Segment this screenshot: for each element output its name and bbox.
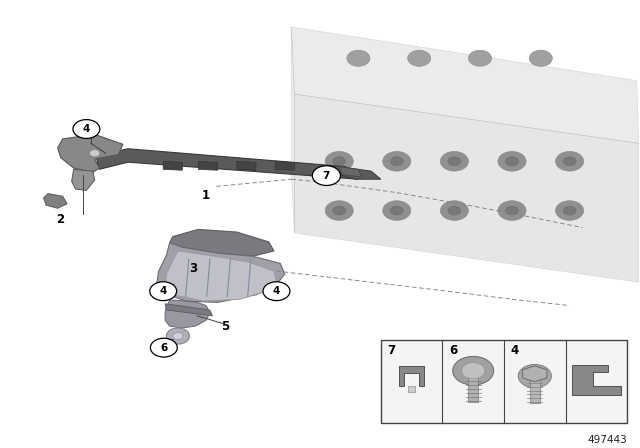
Polygon shape [165, 251, 276, 301]
Text: 1: 1 [202, 189, 210, 202]
Text: 5: 5 [221, 319, 229, 333]
Circle shape [390, 157, 403, 166]
Polygon shape [72, 169, 95, 190]
Circle shape [556, 201, 584, 220]
Circle shape [333, 206, 346, 215]
Circle shape [529, 50, 552, 66]
Polygon shape [165, 304, 212, 316]
Text: 7: 7 [387, 344, 396, 357]
Polygon shape [157, 243, 285, 302]
Polygon shape [237, 161, 256, 170]
Circle shape [440, 201, 468, 220]
Circle shape [563, 206, 576, 215]
Polygon shape [523, 366, 547, 382]
Circle shape [383, 201, 411, 220]
Polygon shape [198, 161, 218, 170]
Text: 4: 4 [273, 286, 280, 296]
Polygon shape [275, 161, 294, 170]
Polygon shape [530, 377, 540, 404]
Circle shape [150, 282, 177, 301]
Polygon shape [165, 300, 210, 328]
Text: 6: 6 [160, 343, 168, 353]
Circle shape [90, 150, 100, 157]
Polygon shape [468, 375, 478, 402]
Polygon shape [163, 161, 182, 170]
Circle shape [383, 151, 411, 171]
Polygon shape [170, 229, 274, 256]
Circle shape [448, 157, 461, 166]
Circle shape [461, 363, 484, 379]
Circle shape [150, 338, 177, 357]
Circle shape [166, 328, 189, 344]
Circle shape [556, 151, 584, 171]
Polygon shape [339, 167, 362, 177]
Circle shape [312, 166, 340, 185]
Polygon shape [572, 365, 621, 396]
Circle shape [498, 201, 526, 220]
Text: 3: 3 [189, 262, 197, 276]
Polygon shape [291, 27, 294, 233]
Circle shape [452, 357, 493, 385]
Polygon shape [291, 27, 639, 143]
Circle shape [498, 151, 526, 171]
Circle shape [518, 365, 552, 388]
Circle shape [506, 157, 518, 166]
Circle shape [408, 50, 431, 66]
Polygon shape [342, 167, 381, 179]
Circle shape [73, 120, 100, 138]
Text: 4: 4 [83, 124, 90, 134]
Circle shape [333, 157, 346, 166]
Circle shape [325, 201, 353, 220]
Polygon shape [294, 94, 639, 282]
Circle shape [468, 50, 492, 66]
Polygon shape [58, 134, 123, 172]
Text: 497443: 497443 [588, 435, 627, 444]
Circle shape [325, 151, 353, 171]
Circle shape [173, 332, 183, 340]
Bar [381, 340, 627, 423]
Circle shape [390, 206, 403, 215]
Polygon shape [399, 366, 424, 386]
Circle shape [448, 206, 461, 215]
Circle shape [563, 157, 576, 166]
Text: 4: 4 [511, 344, 518, 357]
Text: 2: 2 [56, 213, 64, 226]
Text: 7: 7 [323, 171, 330, 181]
Text: 6: 6 [449, 344, 457, 357]
Polygon shape [96, 149, 358, 179]
Circle shape [440, 151, 468, 171]
Circle shape [347, 50, 370, 66]
Polygon shape [408, 386, 415, 392]
Text: 4: 4 [159, 286, 167, 296]
Circle shape [263, 282, 290, 301]
Circle shape [506, 206, 518, 215]
Polygon shape [44, 194, 67, 208]
